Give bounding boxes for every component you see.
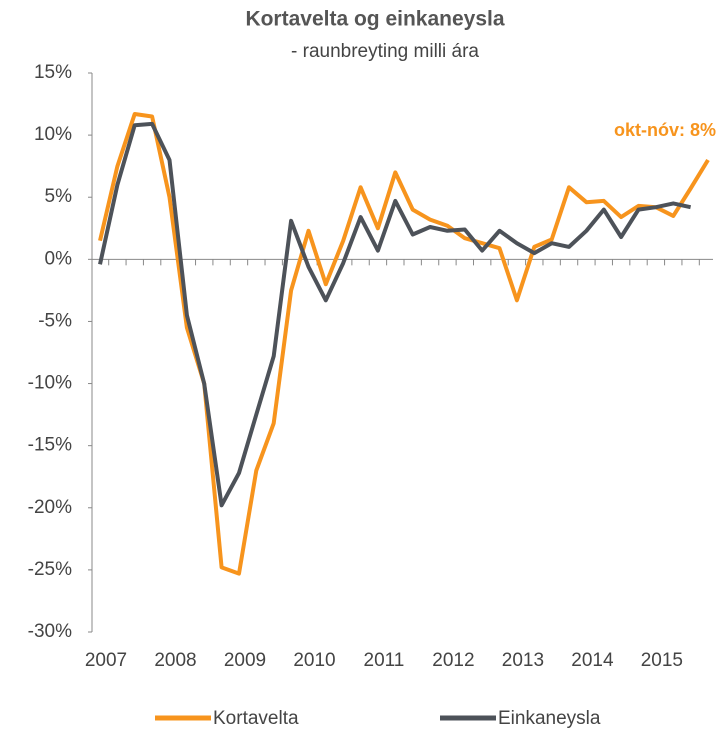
annotation: okt-nóv: 8% [614,120,716,140]
y-tick-label: 15% [34,62,72,83]
y-tick-label: -25% [28,559,72,580]
x-tick-label: 2014 [571,650,614,671]
y-tick-label: 10% [34,124,72,145]
x-tick-label: 2008 [154,650,196,671]
series-line [98,112,710,576]
y-tick-label: -20% [28,497,72,518]
chart-title: Kortavelta og einkaneysla [245,8,504,31]
x-tick-label: 2013 [502,650,544,671]
chart-subtitle: - raunbreyting milli ára [291,41,479,62]
x-tick-label: 2012 [432,650,474,671]
y-tick-label: -15% [28,435,72,456]
legend-label: Einkaneysla [498,708,601,729]
y-tick-label: 0% [45,248,73,269]
legend-label: Kortavelta [213,708,299,729]
y-tick-label: 5% [45,186,73,207]
y-tick-label: -30% [28,621,72,642]
x-tick-label: 2015 [641,650,683,671]
series-line [98,121,692,508]
y-tick-label: -5% [38,310,72,331]
x-tick-label: 2007 [85,650,127,671]
x-tick-label: 2010 [293,650,335,671]
y-tick-label: -10% [28,373,72,394]
x-tick-label: 2011 [364,650,405,671]
x-tick-label: 2009 [224,650,266,671]
